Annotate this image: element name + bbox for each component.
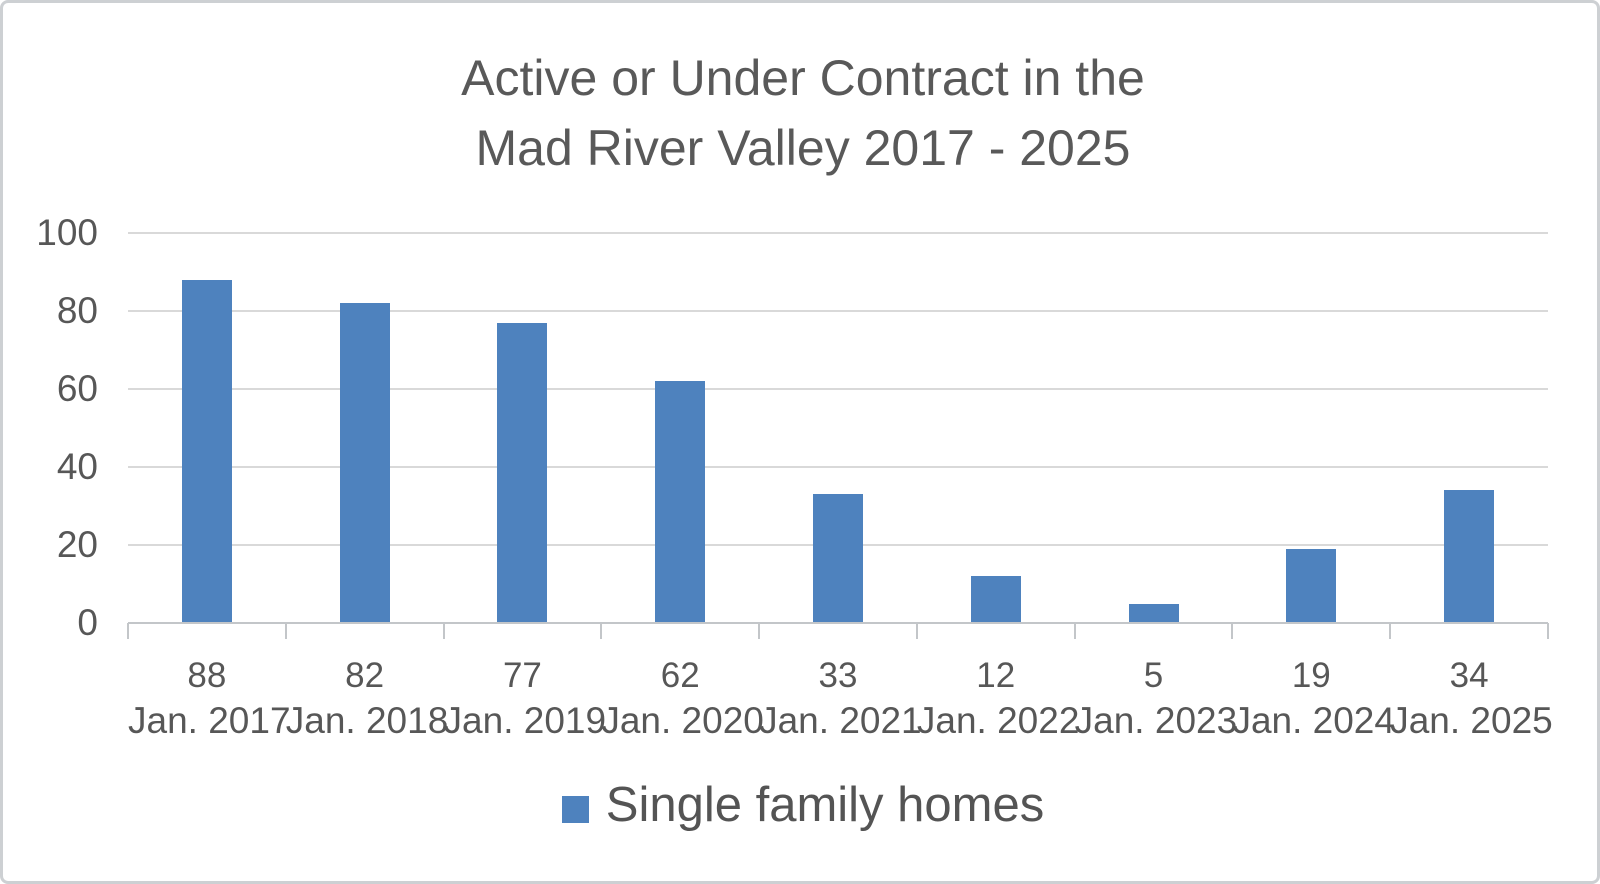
x-value-label-5: 12 [976, 656, 1016, 695]
gridline-60 [128, 388, 1548, 390]
y-tick-label-100: 100 [36, 212, 98, 253]
x-category-label-1: Jan. 2018 [285, 700, 449, 741]
bar-jan-2019 [497, 322, 548, 623]
x-category-label-0: Jan. 2017 [128, 700, 291, 741]
x-axis-tick [1389, 623, 1392, 639]
x-value-label-0: 88 [187, 656, 227, 695]
bar-jan-2023 [1128, 603, 1179, 623]
gridline-40 [128, 466, 1548, 468]
x-category-label-4: Jan. 2021 [759, 700, 922, 741]
bar-jan-2020 [655, 381, 706, 623]
x-value-label-2: 77 [502, 656, 542, 695]
x-value-label-3: 62 [660, 656, 700, 695]
x-value-label-8: 34 [1449, 656, 1489, 695]
x-category-label-8: Jan. 2025 [1390, 700, 1553, 741]
legend: Single family homes [3, 775, 1597, 835]
x-category-label-2: Jan. 2019 [443, 700, 607, 741]
bar-jan-2021 [813, 494, 863, 623]
y-tick-label-0: 0 [77, 602, 98, 643]
gridline-80 [128, 310, 1548, 312]
x-axis-tick [1231, 623, 1234, 639]
x-category-label-7: Jan. 2024 [1232, 700, 1395, 741]
x-value-label-6: 5 [1143, 656, 1164, 695]
bar-jan-2018 [339, 303, 390, 623]
bar-jan-2024 [1286, 548, 1337, 623]
y-tick-label-40: 40 [56, 446, 98, 487]
x-value-label-4: 33 [818, 656, 858, 695]
bar-jan-2025 [1444, 490, 1495, 623]
x-axis-line [128, 622, 1548, 624]
y-tick-label-60: 60 [56, 368, 98, 409]
x-axis-tick [1073, 623, 1076, 639]
gridline-100 [128, 232, 1548, 234]
x-category-label-6: Jan. 2023 [1074, 700, 1238, 741]
chart-title: Active or Under Contract in the Mad Rive… [3, 43, 1597, 183]
x-axis-tick [442, 623, 445, 639]
x-axis-tick [915, 623, 918, 639]
chart-title-line-1: Active or Under Contract in the [461, 50, 1145, 106]
legend-color-swatch [561, 795, 589, 823]
x-axis-tick [758, 623, 761, 639]
chart-title-line-2: Mad River Valley 2017 - 2025 [475, 120, 1131, 176]
x-axis-tick [600, 623, 603, 639]
x-value-label-1: 82 [345, 656, 385, 695]
bar-jan-2017 [181, 279, 232, 623]
bar-jan-2022 [970, 576, 1021, 623]
x-axis-tick [127, 623, 129, 639]
x-category-label-3: Jan. 2020 [601, 700, 764, 741]
x-value-label-7: 19 [1291, 656, 1331, 695]
y-tick-label-80: 80 [56, 290, 98, 331]
legend-series-label: Single family homes [605, 778, 1045, 832]
x-axis-tick [1547, 623, 1549, 639]
y-tick-label-20: 20 [56, 524, 98, 565]
x-axis-tick [284, 623, 287, 639]
x-category-label-5: Jan. 2022 [916, 700, 1080, 741]
